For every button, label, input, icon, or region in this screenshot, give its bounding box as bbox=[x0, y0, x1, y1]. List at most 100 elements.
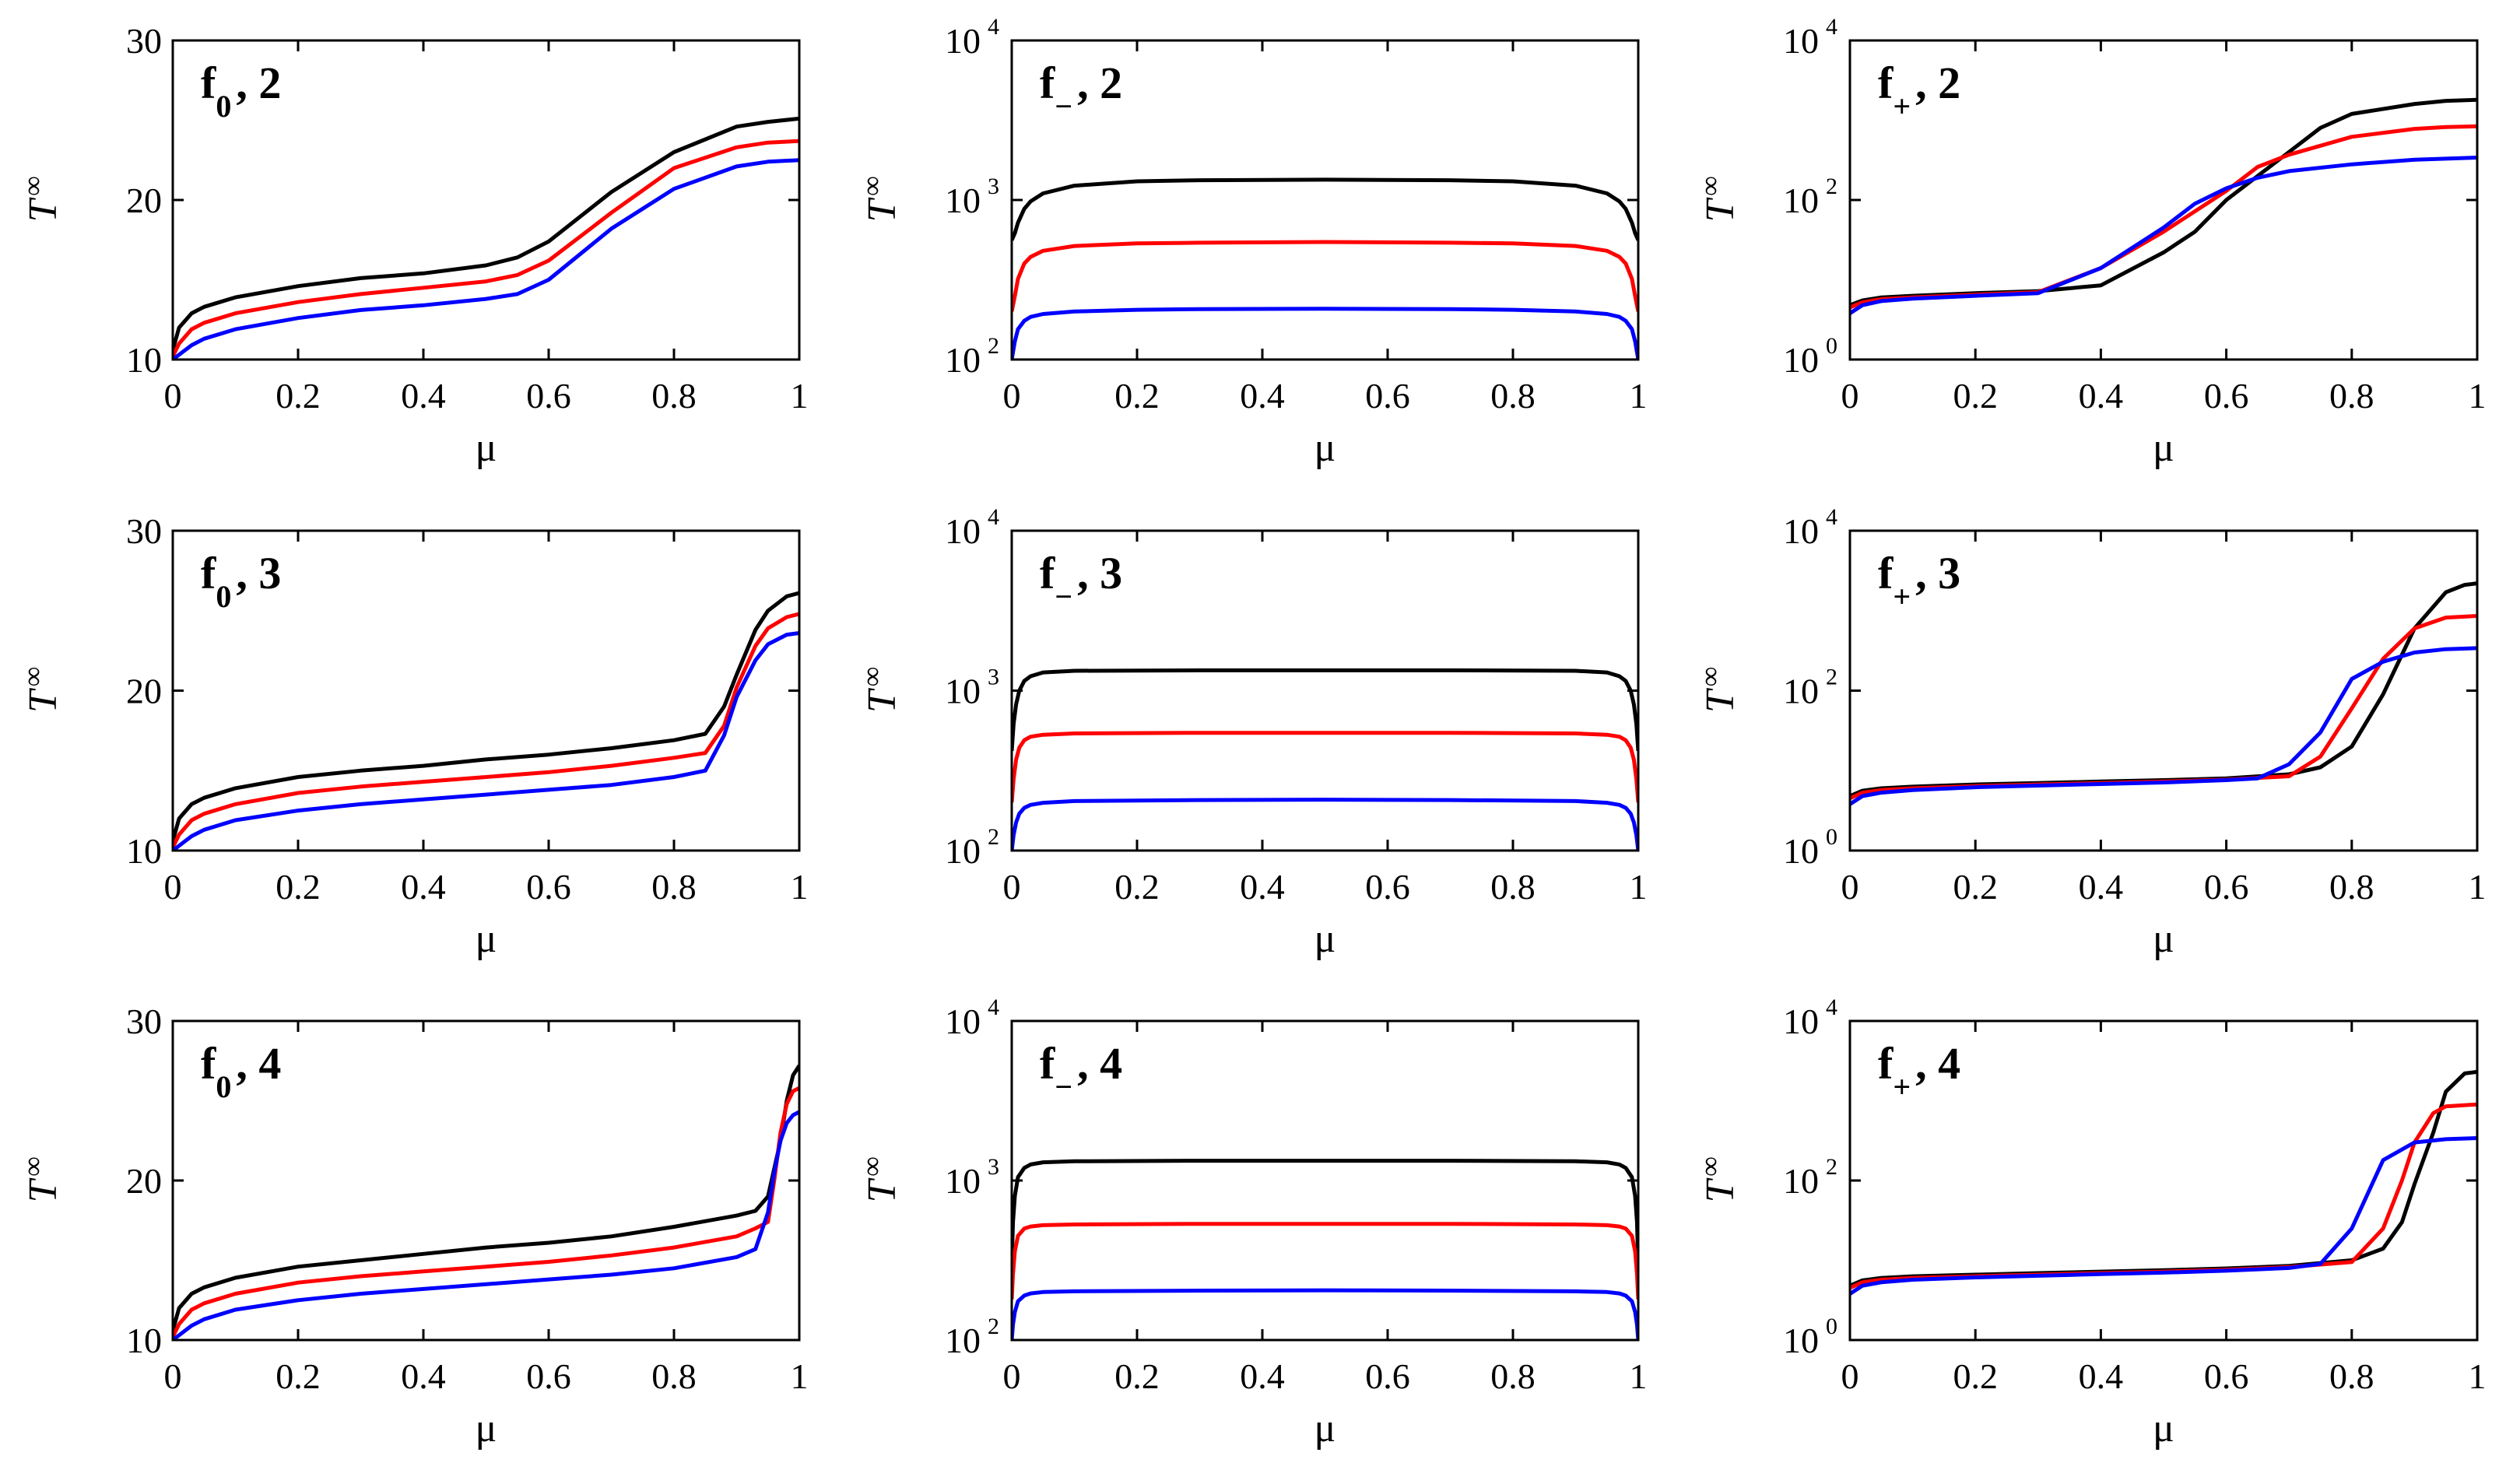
x-tick-label: 0.8 bbox=[2329, 867, 2374, 907]
x-tick-label: 0.4 bbox=[1240, 376, 1285, 416]
y-axis-label-sub: ∞ bbox=[1694, 1156, 1725, 1177]
y-tick-label: 10 bbox=[1783, 181, 1819, 220]
x-axis-label: μ bbox=[1314, 1406, 1336, 1451]
x-tick-label: 0.6 bbox=[526, 376, 571, 416]
y-tick-exponent: 3 bbox=[988, 1154, 999, 1180]
y-tick-exponent: 2 bbox=[988, 1314, 999, 1339]
panel-title: f0, 3 bbox=[201, 548, 281, 614]
x-tick-label: 0.2 bbox=[1114, 867, 1160, 907]
series-line-1 bbox=[173, 591, 799, 842]
y-axis-label: T∞ bbox=[856, 1156, 904, 1202]
x-axis-label: μ bbox=[1314, 917, 1336, 961]
panel-title-symbol: f bbox=[1878, 58, 1894, 108]
x-tick-label: 0.4 bbox=[401, 1356, 446, 1396]
series-line-1 bbox=[1850, 581, 2477, 798]
y-tick-label: 10 bbox=[1783, 21, 1819, 61]
x-tick-label: 0.4 bbox=[401, 376, 446, 416]
series-line-1 bbox=[1012, 177, 1638, 241]
y-axis-label: T∞ bbox=[1694, 176, 1743, 222]
y-axis-label-main: T bbox=[860, 688, 904, 713]
x-tick-label: 1 bbox=[2469, 1356, 2487, 1396]
x-tick-label: 0.8 bbox=[2329, 1356, 2374, 1396]
panel-title-subscript: 0 bbox=[216, 89, 231, 124]
panel-title-suffix: , 2 bbox=[1915, 58, 1960, 108]
y-axis-label-main: T bbox=[1698, 1177, 1743, 1202]
y-tick-label: 20 bbox=[126, 181, 162, 220]
x-tick-label: 0 bbox=[1841, 867, 1859, 907]
panel-title-symbol: f bbox=[201, 548, 216, 598]
x-tick-label: 0.8 bbox=[1490, 867, 1536, 907]
y-tick-exponent: 2 bbox=[988, 824, 999, 850]
x-tick-label: 1 bbox=[1630, 376, 1648, 416]
x-tick-label: 0 bbox=[164, 867, 182, 907]
panel-title-symbol: f bbox=[1040, 548, 1055, 598]
x-tick-label: 1 bbox=[2469, 376, 2487, 416]
y-tick-exponent: 2 bbox=[1826, 1154, 1837, 1180]
y-axis-label-sub: ∞ bbox=[856, 667, 887, 687]
subplot-3: 0 0.2 0.4 0.6 0.8 1 10 0 10 2 10 4 μ T∞ f+, 2 bbox=[1694, 14, 2487, 470]
panel-title: f0, 2 bbox=[201, 58, 281, 124]
series-line-1 bbox=[173, 1065, 799, 1331]
x-axis-label: μ bbox=[2153, 1406, 2174, 1451]
panel-title: f+, 3 bbox=[1878, 548, 1960, 614]
x-tick-label: 0.6 bbox=[526, 1356, 571, 1396]
subplot-8: 0 0.2 0.4 0.6 0.8 1 10 2 10 3 10 4 μ T∞ f−, 4 bbox=[856, 995, 1648, 1451]
y-axis-label-sub: ∞ bbox=[1694, 176, 1725, 196]
panel-title-suffix: , 3 bbox=[1077, 548, 1122, 598]
y-axis-label: T∞ bbox=[1694, 1156, 1743, 1202]
x-tick-label: 0 bbox=[164, 376, 182, 416]
y-axis-label-main: T bbox=[21, 197, 65, 222]
panel-title-subscript: 0 bbox=[216, 1069, 231, 1104]
series-line-2 bbox=[1012, 731, 1638, 803]
series-line-1 bbox=[1850, 1069, 2477, 1288]
y-axis-label-sub: ∞ bbox=[17, 1156, 48, 1177]
x-tick-label: 0.2 bbox=[276, 376, 321, 416]
series-line-3 bbox=[173, 158, 799, 360]
y-tick-exponent: 2 bbox=[1826, 174, 1837, 199]
y-tick-label: 10 bbox=[945, 1161, 981, 1201]
y-tick-label: 10 bbox=[1783, 340, 1819, 380]
x-tick-label: 0.2 bbox=[276, 1356, 321, 1396]
y-tick-label: 20 bbox=[126, 672, 162, 711]
y-tick-label: 10 bbox=[945, 21, 981, 61]
panel-title-subscript: − bbox=[1055, 1069, 1072, 1104]
y-axis-label-main: T bbox=[21, 688, 65, 713]
x-tick-label: 0.4 bbox=[1240, 1356, 1285, 1396]
x-axis-label: μ bbox=[476, 917, 497, 961]
x-tick-label: 0.8 bbox=[651, 867, 697, 907]
y-tick-label: 10 bbox=[945, 1002, 981, 1041]
y-tick-label: 10 bbox=[126, 340, 162, 380]
series-line-2 bbox=[1012, 1222, 1638, 1300]
y-tick-exponent: 3 bbox=[988, 174, 999, 199]
x-tick-label: 0.6 bbox=[526, 867, 571, 907]
x-tick-label: 0 bbox=[1003, 376, 1021, 416]
panel-title: f0, 4 bbox=[201, 1038, 281, 1104]
x-tick-label: 1 bbox=[2469, 867, 2487, 907]
series-line-3 bbox=[1850, 646, 2477, 806]
panel-title-subscript: 0 bbox=[216, 579, 231, 614]
series-line-1 bbox=[1012, 1159, 1638, 1265]
series-line-2 bbox=[173, 612, 799, 849]
panel-title-symbol: f bbox=[1878, 1038, 1894, 1089]
y-tick-exponent: 0 bbox=[1826, 333, 1837, 359]
y-axis-label: T∞ bbox=[856, 176, 904, 222]
x-tick-label: 0.2 bbox=[276, 867, 321, 907]
y-tick-exponent: 2 bbox=[1826, 665, 1837, 690]
y-tick-label: 30 bbox=[126, 1002, 162, 1041]
x-tick-label: 1 bbox=[791, 376, 809, 416]
series-line-3 bbox=[1012, 1288, 1638, 1340]
panel-title-subscript: − bbox=[1055, 89, 1072, 124]
y-tick-label: 10 bbox=[1783, 511, 1819, 551]
series-line-2 bbox=[173, 139, 799, 358]
series-group bbox=[1850, 1069, 2477, 1296]
x-tick-label: 0 bbox=[164, 1356, 182, 1396]
x-axis-label: μ bbox=[476, 426, 497, 470]
x-axis-label: μ bbox=[2153, 426, 2174, 470]
y-axis-label-sub: ∞ bbox=[1694, 667, 1725, 687]
y-axis-label-main: T bbox=[21, 1177, 65, 1202]
series-line-3 bbox=[1850, 1136, 2477, 1296]
series-line-3 bbox=[1850, 156, 2477, 315]
subplot-9: 0 0.2 0.4 0.6 0.8 1 10 0 10 2 10 4 μ T∞ f+, 4 bbox=[1694, 995, 2487, 1451]
